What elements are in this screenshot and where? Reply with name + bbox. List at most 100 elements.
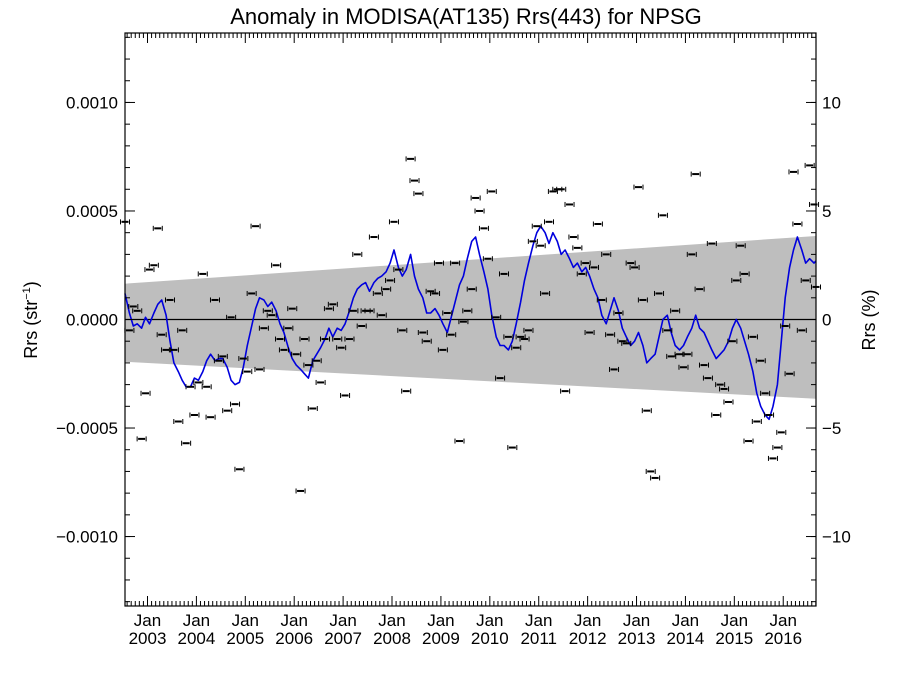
anomaly-point [755, 358, 766, 364]
anomaly-point [486, 188, 497, 194]
anomaly-point [743, 438, 754, 444]
anomaly-point [164, 297, 175, 303]
anomaly-point [450, 260, 461, 266]
anomaly-point [254, 366, 265, 372]
x-tick-label-month: Jan [134, 611, 161, 630]
y-axis-label-right: Rrs (%) [859, 290, 879, 351]
uncertainty-band [125, 235, 816, 399]
anomaly-point [657, 212, 668, 218]
anomaly-point [278, 347, 289, 353]
x-tick-label-year: 2012 [569, 629, 607, 648]
anomaly-point [364, 308, 375, 314]
anomaly-point [511, 345, 522, 351]
x-tick-label-month: Jan [574, 611, 601, 630]
anomaly-point [283, 325, 294, 331]
y-axis-label-left-close: ) [21, 281, 41, 287]
x-tick-label-year: 2016 [764, 629, 802, 648]
anomaly-point [482, 256, 493, 262]
anomaly-point [556, 186, 567, 192]
anomaly-point [462, 308, 473, 314]
anomaly-point [637, 297, 648, 303]
anomaly-point [609, 366, 620, 372]
x-tick-label-month: Jan [770, 611, 797, 630]
anomaly-point [654, 290, 665, 296]
anomaly-point [474, 208, 485, 214]
x-tick-label-month: Jan [427, 611, 454, 630]
anomaly-point [177, 327, 188, 333]
x-tick-label-year: 2009 [422, 629, 460, 648]
anomaly-point [136, 436, 147, 442]
anomaly-point [503, 334, 514, 340]
anomaly-point [181, 440, 192, 446]
anomaly-point [368, 234, 379, 240]
anomaly-point [348, 308, 359, 314]
anomaly-point [458, 319, 469, 325]
anomaly-point [144, 267, 155, 273]
anomaly-point [397, 327, 408, 333]
y-tick-label-left: 0.0005 [66, 202, 118, 221]
y-tick-label-right: −10 [822, 528, 851, 547]
anomaly-point [376, 312, 387, 318]
axes-layer [124, 32, 817, 607]
anomaly-point [433, 260, 444, 266]
anomaly-point [388, 219, 399, 225]
anomaly-point [678, 364, 689, 370]
anomaly-point [666, 353, 677, 359]
anomaly-point [686, 251, 697, 257]
anomaly-point [128, 303, 139, 309]
anomaly-point [258, 325, 269, 331]
anomaly-point [592, 221, 603, 227]
x-tick-label-year: 2006 [275, 629, 313, 648]
anomaly-point [132, 308, 143, 314]
anomaly-point [393, 267, 404, 273]
anomaly-point [584, 330, 595, 336]
anomaly-point [340, 392, 351, 398]
x-tick-label-year: 2008 [373, 629, 411, 648]
x-tick-label-month: Jan [721, 611, 748, 630]
anomaly-point [217, 353, 228, 359]
anomaly-point [580, 260, 591, 266]
anomaly-point [185, 384, 196, 390]
anomaly-point [767, 455, 778, 461]
anomaly-point [650, 475, 661, 481]
x-tick-label-year: 2015 [715, 629, 753, 648]
anomaly-point [234, 466, 245, 472]
anomaly-point [381, 286, 392, 292]
anomaly-point [405, 156, 416, 162]
anomaly-point [715, 382, 726, 388]
anomaly-point [800, 277, 811, 283]
anomaly-point [197, 271, 208, 277]
anomaly-point [772, 445, 783, 451]
anomaly-point [735, 243, 746, 249]
x-tick-label-month: Jan [329, 611, 356, 630]
anomaly-point [291, 351, 302, 357]
anomaly-point [751, 419, 762, 425]
anomaly-point [311, 358, 322, 364]
anomaly-point [572, 245, 583, 251]
x-tick-label-year: 2007 [324, 629, 362, 648]
anomaly-point [336, 345, 347, 351]
y-tick-label-left: 0.0000 [66, 311, 118, 330]
anomaly-point [498, 271, 509, 277]
y-tick-label-right: 5 [822, 202, 831, 221]
anomaly-point [491, 314, 502, 320]
anomaly-point [543, 219, 554, 225]
anomaly-point [189, 412, 200, 418]
anomaly-point [250, 223, 261, 229]
anomaly-point [596, 297, 607, 303]
anomaly-point [344, 336, 355, 342]
x-tick-label-year: 2003 [129, 629, 167, 648]
anomaly-point [792, 221, 803, 227]
anomaly-point [739, 271, 750, 277]
anomaly-point [320, 336, 331, 342]
anomaly-point [711, 412, 722, 418]
anomaly-point [780, 323, 791, 329]
anomaly-point [352, 251, 363, 257]
anomaly-points-layer [120, 156, 821, 494]
anomaly-point [641, 408, 652, 414]
anomaly-point [702, 375, 713, 381]
anomaly-point [307, 405, 318, 411]
anomaly-point [568, 234, 579, 240]
x-tick-label-year: 2005 [226, 629, 264, 648]
